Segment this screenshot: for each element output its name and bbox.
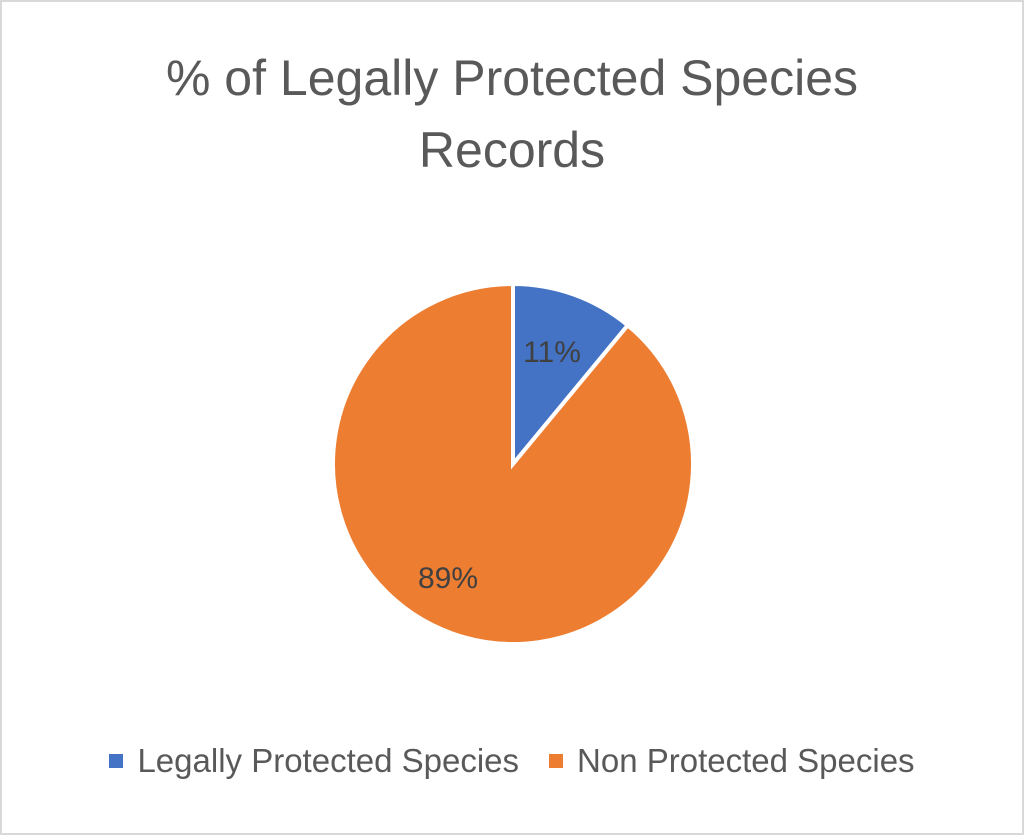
legend-swatch-legally-protected — [109, 754, 124, 768]
legend-item-non-protected: Non Protected Species — [549, 742, 915, 780]
pie-slice-legally-protected — [511, 281, 631, 470]
legend-label-non-protected: Non Protected Species — [577, 742, 915, 779]
legend-item-legally-protected: Legally Protected Species — [109, 742, 519, 780]
data-label-legally-protected: 11% — [523, 336, 581, 369]
pie-slice-non-protected — [331, 281, 695, 646]
chart-title-line-2: Records — [418, 122, 606, 178]
chart-title: % of Legally Protected Species Records — [2, 42, 1022, 186]
chart-legend: Legally Protected Species Non Protected … — [2, 742, 1022, 780]
legend-swatch-non-protected — [549, 754, 564, 768]
data-label-non-protected: 89% — [418, 562, 478, 595]
chart-title-line-1: % of Legally Protected Species — [165, 50, 859, 106]
legend-label-legally-protected: Legally Protected Species — [137, 742, 520, 779]
